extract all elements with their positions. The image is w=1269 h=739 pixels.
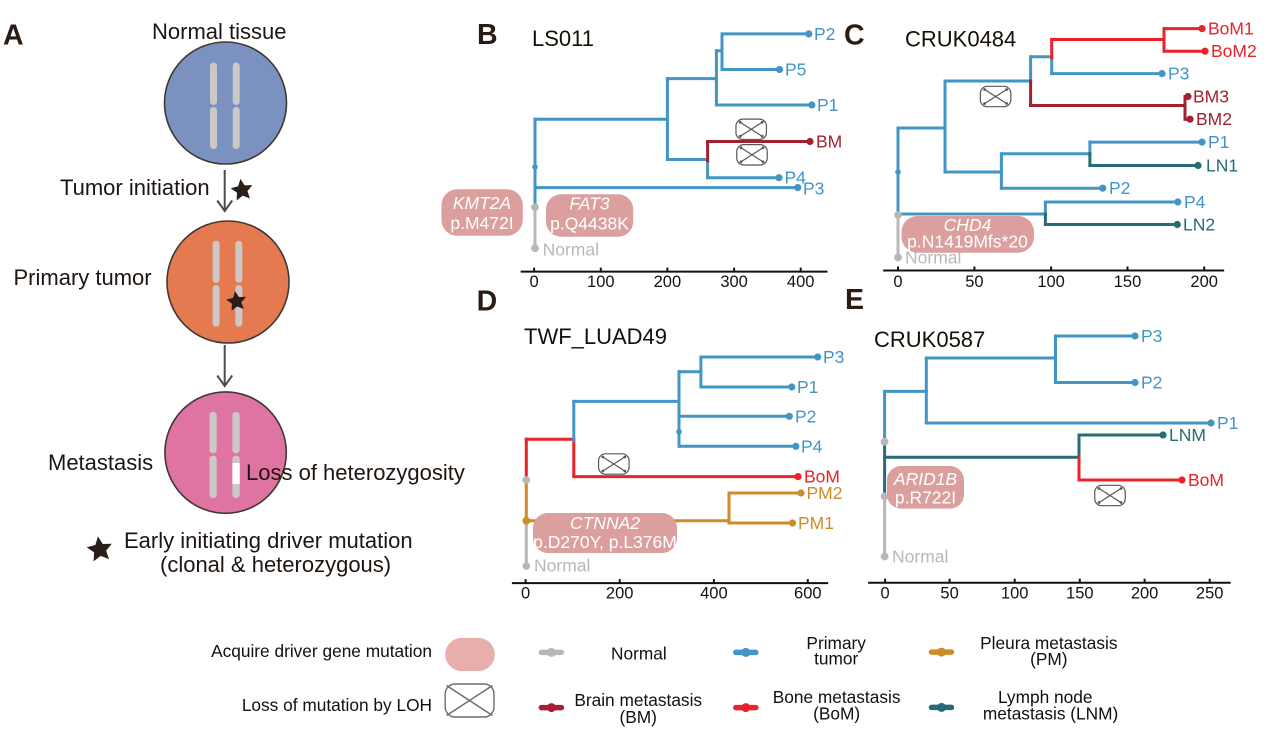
svg-text:50: 50 [940, 585, 958, 603]
svg-text:P4: P4 [801, 436, 823, 456]
svg-text:Primary: Primary [806, 633, 866, 653]
svg-text:ARID1B: ARID1B [893, 469, 958, 489]
svg-text:Lymph node: Lymph node [998, 687, 1092, 707]
svg-text:BoM2: BoM2 [1211, 41, 1257, 61]
svg-text:KMT2A: KMT2A [453, 193, 511, 213]
svg-text:CHD4: CHD4 [944, 215, 992, 235]
svg-text:250: 250 [1196, 585, 1224, 603]
svg-text:P4: P4 [1184, 192, 1206, 212]
svg-text:Primary tumor: Primary tumor [14, 265, 152, 290]
svg-text:LS011: LS011 [532, 26, 594, 51]
svg-text:LNM: LNM [1169, 425, 1206, 445]
svg-text:P3: P3 [803, 179, 824, 199]
svg-text:150: 150 [1066, 585, 1094, 603]
svg-text:P1: P1 [817, 95, 838, 115]
svg-text:0: 0 [521, 585, 530, 603]
svg-text:BoM: BoM [1188, 470, 1224, 490]
svg-text:Normal: Normal [611, 644, 667, 664]
svg-text:BoM: BoM [804, 467, 840, 487]
svg-text:200: 200 [1190, 273, 1218, 291]
svg-text:LN2: LN2 [1183, 215, 1215, 235]
svg-text:C: C [844, 20, 865, 52]
svg-text:(PM): (PM) [1030, 649, 1067, 669]
svg-text:CTNNA2: CTNNA2 [570, 513, 640, 533]
svg-text:Pleura metastasis: Pleura metastasis [980, 633, 1118, 653]
svg-text:P4: P4 [785, 168, 807, 188]
svg-text:p.R722I: p.R722I [895, 488, 956, 508]
svg-text:P1: P1 [1217, 413, 1238, 433]
svg-text:(BM): (BM) [619, 707, 656, 727]
svg-text:(clonal & heterozygous): (clonal & heterozygous) [160, 552, 391, 577]
svg-text:FAT3: FAT3 [569, 194, 609, 214]
svg-text:CRUK0484: CRUK0484 [905, 27, 1016, 52]
svg-text:0: 0 [881, 585, 890, 603]
svg-text:Normal: Normal [892, 547, 948, 567]
svg-text:150: 150 [1114, 273, 1142, 291]
svg-text:P3: P3 [1168, 64, 1189, 84]
svg-text:PM2: PM2 [807, 483, 843, 503]
svg-text:A: A [3, 20, 24, 52]
svg-text:P2: P2 [795, 406, 816, 426]
svg-text:Normal: Normal [534, 556, 590, 576]
svg-text:P2: P2 [814, 24, 835, 44]
svg-text:400: 400 [700, 585, 728, 603]
svg-text:Bone metastasis: Bone metastasis [773, 687, 901, 707]
svg-text:P5: P5 [785, 60, 806, 80]
svg-text:600: 600 [794, 585, 822, 603]
svg-text:100: 100 [1001, 585, 1029, 603]
svg-text:tumor: tumor [814, 649, 858, 669]
svg-text:CRUK0587: CRUK0587 [874, 327, 985, 352]
svg-text:p.M472I: p.M472I [450, 213, 513, 233]
svg-text:p.N1419Mfs*20: p.N1419Mfs*20 [907, 232, 1028, 252]
svg-text:E: E [845, 284, 864, 316]
svg-text:P3: P3 [1141, 326, 1162, 346]
svg-text:Metastasis: Metastasis [48, 450, 153, 475]
svg-text:P2: P2 [1109, 178, 1130, 198]
svg-text:LN1: LN1 [1206, 156, 1238, 176]
svg-text:200: 200 [654, 273, 682, 291]
svg-text:Acquire driver gene mutation: Acquire driver gene mutation [211, 641, 432, 661]
svg-text:0: 0 [893, 273, 902, 291]
svg-text:p.D270Y, p.L376M: p.D270Y, p.L376M [533, 532, 677, 552]
svg-text:(BoM): (BoM) [813, 704, 860, 724]
svg-text:Early initiating driver mutati: Early initiating driver mutation [124, 528, 413, 553]
svg-text:200: 200 [606, 585, 634, 603]
svg-text:Normal tissue: Normal tissue [152, 19, 286, 44]
svg-text:100: 100 [1037, 273, 1065, 291]
svg-text:P3: P3 [823, 347, 844, 367]
svg-text:BM2: BM2 [1196, 109, 1232, 129]
svg-text:BM3: BM3 [1193, 87, 1229, 107]
svg-text:Tumor initiation: Tumor initiation [60, 175, 210, 200]
svg-text:BM: BM [816, 132, 842, 152]
svg-text:metastasis (LNM): metastasis (LNM) [983, 704, 1118, 724]
svg-text:PM1: PM1 [798, 513, 834, 533]
svg-text:300: 300 [720, 273, 748, 291]
svg-text:P1: P1 [797, 377, 818, 397]
svg-text:400: 400 [787, 273, 815, 291]
svg-text:B: B [477, 19, 498, 51]
svg-text:100: 100 [587, 273, 615, 291]
svg-text:Loss of heterozygosity: Loss of heterozygosity [246, 460, 465, 485]
svg-text:TWF_LUAD49: TWF_LUAD49 [524, 324, 667, 349]
svg-text:P1: P1 [1208, 132, 1229, 152]
svg-text:P2: P2 [1141, 373, 1162, 393]
svg-text:50: 50 [965, 273, 983, 291]
svg-text:200: 200 [1131, 585, 1159, 603]
svg-text:Normal: Normal [543, 240, 599, 260]
svg-text:BoM1: BoM1 [1208, 19, 1254, 39]
svg-text:p.Q4438K: p.Q4438K [550, 214, 629, 234]
svg-text:Loss of mutation by LOH: Loss of mutation by LOH [242, 695, 432, 715]
svg-text:0: 0 [530, 273, 539, 291]
svg-text:D: D [477, 285, 498, 317]
svg-text:Brain metastasis: Brain metastasis [574, 690, 702, 710]
